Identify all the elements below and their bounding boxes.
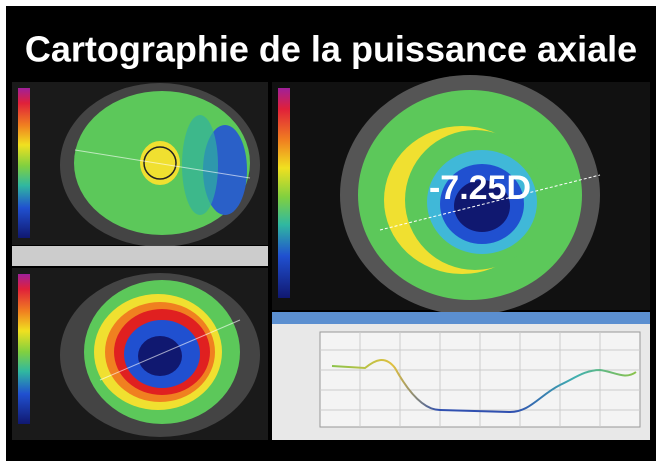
divider [12,246,268,266]
map-panel [12,268,268,440]
title: Cartographie de la puissance axiale [25,29,637,70]
map-panel [12,82,268,247]
map-panel: -7.25D [272,75,650,315]
map-label: -7.25D [429,169,531,207]
profile-graph [272,312,650,440]
